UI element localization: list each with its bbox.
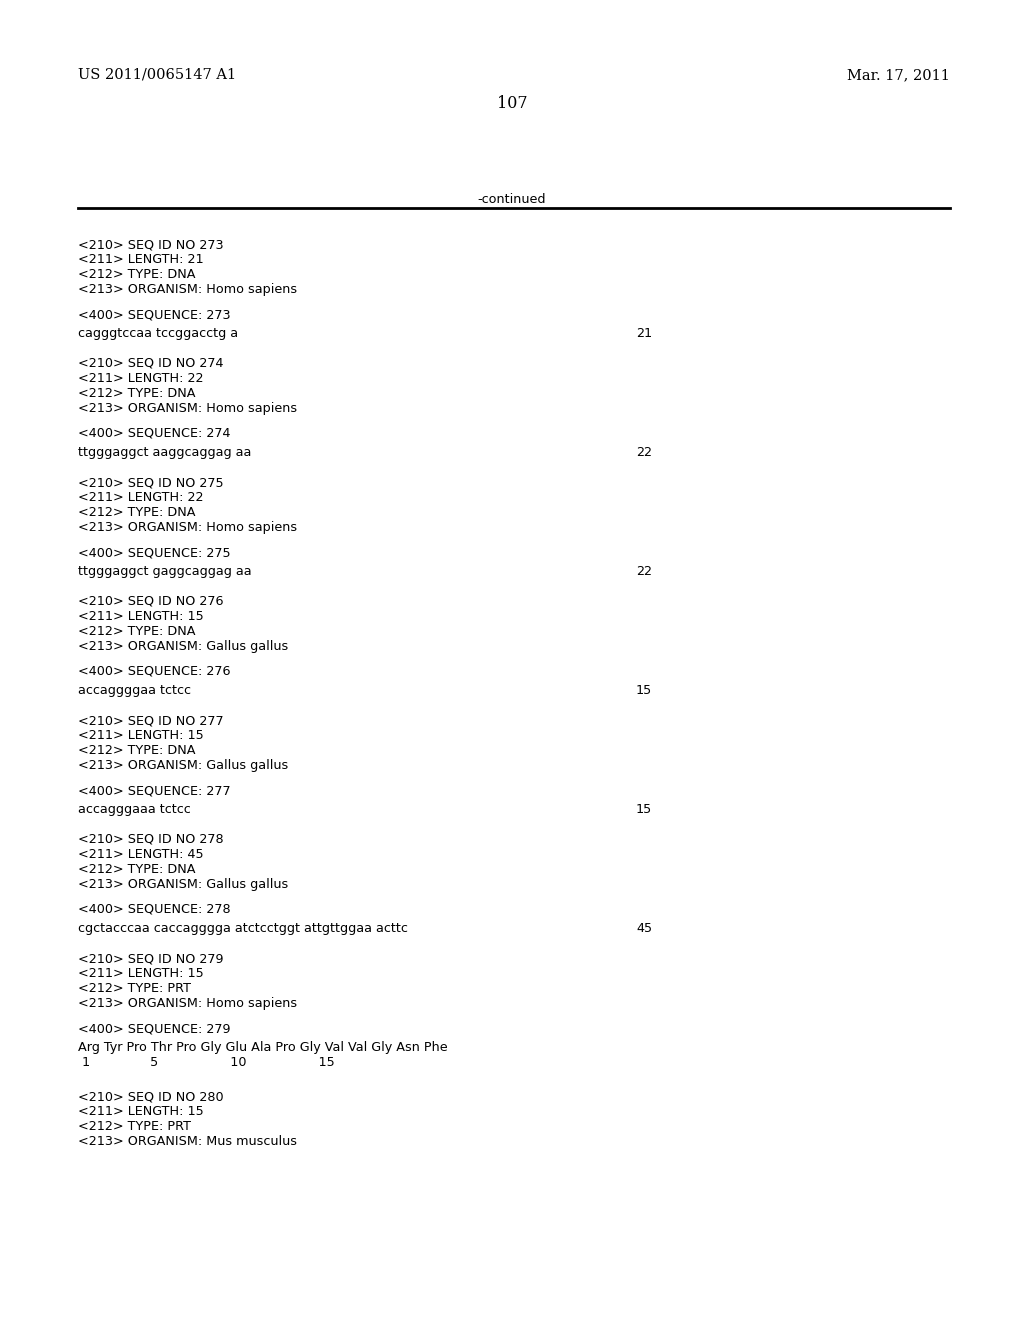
Text: <210> SEQ ID NO 273: <210> SEQ ID NO 273 xyxy=(78,238,223,251)
Text: <212> TYPE: DNA: <212> TYPE: DNA xyxy=(78,268,196,281)
Text: accagggaaa tctcc: accagggaaa tctcc xyxy=(78,803,190,816)
Text: Mar. 17, 2011: Mar. 17, 2011 xyxy=(847,69,950,82)
Text: <212> TYPE: DNA: <212> TYPE: DNA xyxy=(78,506,196,519)
Text: <211> LENGTH: 15: <211> LENGTH: 15 xyxy=(78,1105,204,1118)
Text: -continued: -continued xyxy=(478,193,546,206)
Text: <400> SEQUENCE: 279: <400> SEQUENCE: 279 xyxy=(78,1022,230,1035)
Text: <213> ORGANISM: Mus musculus: <213> ORGANISM: Mus musculus xyxy=(78,1135,297,1148)
Text: 1               5                  10                  15: 1 5 10 15 xyxy=(78,1056,335,1069)
Text: <213> ORGANISM: Homo sapiens: <213> ORGANISM: Homo sapiens xyxy=(78,403,297,414)
Text: cagggtccaa tccggacctg a: cagggtccaa tccggacctg a xyxy=(78,327,239,341)
Text: 45: 45 xyxy=(636,921,652,935)
Text: <210> SEQ ID NO 278: <210> SEQ ID NO 278 xyxy=(78,833,223,846)
Text: 15: 15 xyxy=(636,803,652,816)
Text: <210> SEQ ID NO 276: <210> SEQ ID NO 276 xyxy=(78,595,223,609)
Text: <213> ORGANISM: Homo sapiens: <213> ORGANISM: Homo sapiens xyxy=(78,997,297,1010)
Text: <211> LENGTH: 21: <211> LENGTH: 21 xyxy=(78,253,204,267)
Text: <211> LENGTH: 15: <211> LENGTH: 15 xyxy=(78,610,204,623)
Text: Arg Tyr Pro Thr Pro Gly Glu Ala Pro Gly Val Val Gly Asn Phe: Arg Tyr Pro Thr Pro Gly Glu Ala Pro Gly … xyxy=(78,1041,447,1053)
Text: ttgggaggct aaggcaggag aa: ttgggaggct aaggcaggag aa xyxy=(78,446,251,459)
Text: <213> ORGANISM: Homo sapiens: <213> ORGANISM: Homo sapiens xyxy=(78,521,297,535)
Text: <211> LENGTH: 22: <211> LENGTH: 22 xyxy=(78,372,204,385)
Text: 15: 15 xyxy=(636,684,652,697)
Text: <400> SEQUENCE: 274: <400> SEQUENCE: 274 xyxy=(78,426,230,440)
Text: <400> SEQUENCE: 276: <400> SEQUENCE: 276 xyxy=(78,665,230,678)
Text: accaggggaa tctcc: accaggggaa tctcc xyxy=(78,684,191,697)
Text: <212> TYPE: DNA: <212> TYPE: DNA xyxy=(78,863,196,876)
Text: <213> ORGANISM: Gallus gallus: <213> ORGANISM: Gallus gallus xyxy=(78,878,288,891)
Text: <212> TYPE: PRT: <212> TYPE: PRT xyxy=(78,982,191,995)
Text: <210> SEQ ID NO 275: <210> SEQ ID NO 275 xyxy=(78,477,223,488)
Text: 22: 22 xyxy=(636,446,652,459)
Text: <211> LENGTH: 45: <211> LENGTH: 45 xyxy=(78,847,204,861)
Text: <210> SEQ ID NO 274: <210> SEQ ID NO 274 xyxy=(78,356,223,370)
Text: <211> LENGTH: 22: <211> LENGTH: 22 xyxy=(78,491,204,504)
Text: cgctacccaa caccagggga atctcctggt attgttggaa acttc: cgctacccaa caccagggga atctcctggt attgttg… xyxy=(78,921,408,935)
Text: <211> LENGTH: 15: <211> LENGTH: 15 xyxy=(78,968,204,979)
Text: <400> SEQUENCE: 278: <400> SEQUENCE: 278 xyxy=(78,903,230,916)
Text: <213> ORGANISM: Homo sapiens: <213> ORGANISM: Homo sapiens xyxy=(78,282,297,296)
Text: <210> SEQ ID NO 279: <210> SEQ ID NO 279 xyxy=(78,952,223,965)
Text: <212> TYPE: DNA: <212> TYPE: DNA xyxy=(78,624,196,638)
Text: <212> TYPE: DNA: <212> TYPE: DNA xyxy=(78,744,196,756)
Text: <211> LENGTH: 15: <211> LENGTH: 15 xyxy=(78,729,204,742)
Text: <400> SEQUENCE: 275: <400> SEQUENCE: 275 xyxy=(78,546,230,558)
Text: 107: 107 xyxy=(497,95,527,112)
Text: <210> SEQ ID NO 277: <210> SEQ ID NO 277 xyxy=(78,714,223,727)
Text: <212> TYPE: PRT: <212> TYPE: PRT xyxy=(78,1119,191,1133)
Text: <213> ORGANISM: Gallus gallus: <213> ORGANISM: Gallus gallus xyxy=(78,759,288,772)
Text: <212> TYPE: DNA: <212> TYPE: DNA xyxy=(78,387,196,400)
Text: 21: 21 xyxy=(636,327,652,341)
Text: US 2011/0065147 A1: US 2011/0065147 A1 xyxy=(78,69,237,82)
Text: <400> SEQUENCE: 273: <400> SEQUENCE: 273 xyxy=(78,308,230,321)
Text: ttgggaggct gaggcaggag aa: ttgggaggct gaggcaggag aa xyxy=(78,565,252,578)
Text: <210> SEQ ID NO 280: <210> SEQ ID NO 280 xyxy=(78,1090,223,1104)
Text: 22: 22 xyxy=(636,565,652,578)
Text: <213> ORGANISM: Gallus gallus: <213> ORGANISM: Gallus gallus xyxy=(78,640,288,653)
Text: <400> SEQUENCE: 277: <400> SEQUENCE: 277 xyxy=(78,784,230,797)
